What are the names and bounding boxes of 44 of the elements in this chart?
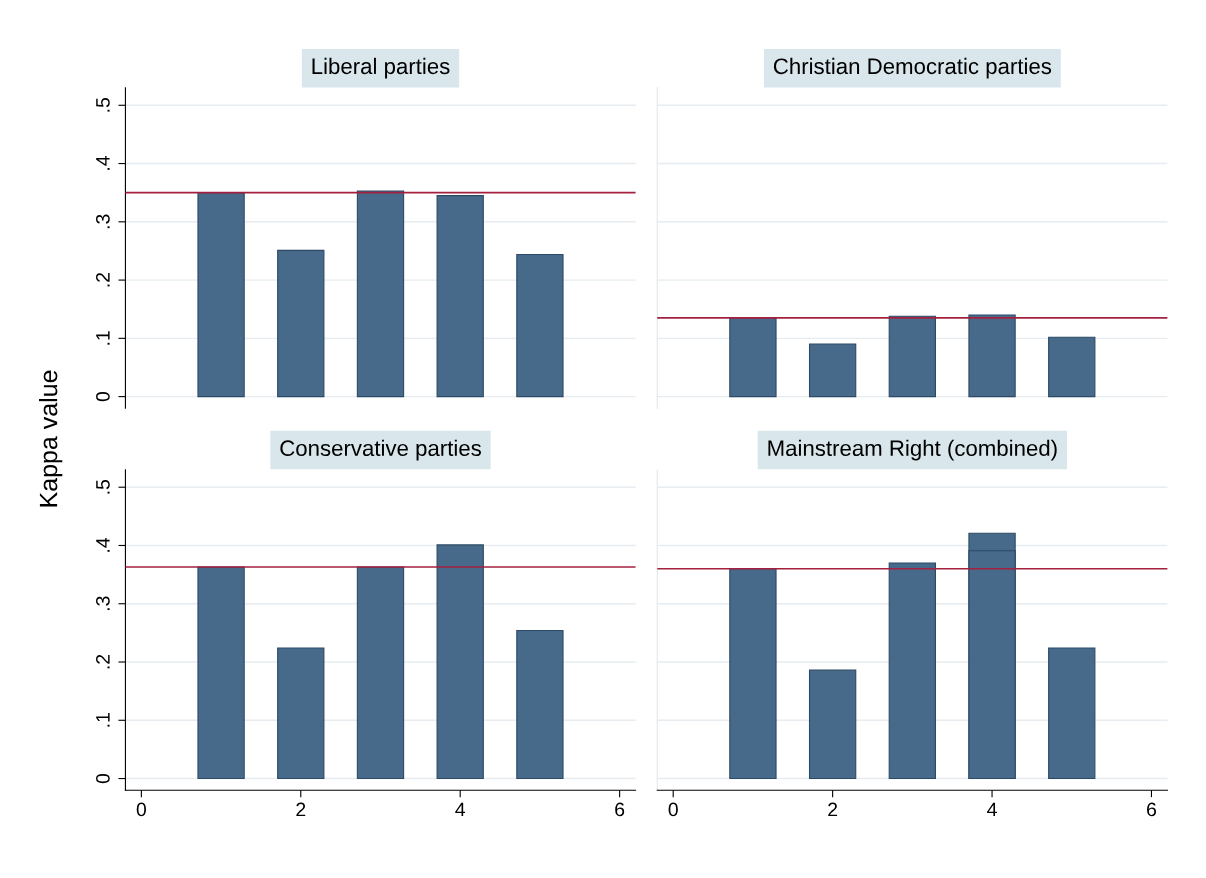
chart-title: Mainstream Right (combined)	[768, 439, 1057, 461]
bar	[968, 314, 1016, 398]
chart-title: Christian Democratic parties	[773, 57, 1052, 79]
bar	[888, 562, 937, 780]
bar	[729, 568, 777, 780]
x-tick-label: 6	[1147, 802, 1157, 817]
x-tick-label: 2	[828, 802, 838, 817]
bar	[888, 315, 937, 398]
y-tick-label: .2	[96, 654, 110, 669]
bar	[1048, 647, 1096, 780]
y-tick-label: .1	[96, 713, 110, 727]
y-tick-label: .3	[96, 596, 110, 611]
bar	[277, 647, 325, 780]
bar	[729, 317, 777, 398]
y-tick-label: .5	[96, 97, 110, 112]
bar	[356, 566, 405, 780]
y-tick-label: .2	[96, 272, 110, 287]
y-tick-label: 0	[96, 773, 110, 784]
y-tick-label: .4	[96, 156, 110, 170]
chart-title: Conservative parties	[280, 439, 481, 461]
bar	[1048, 336, 1096, 398]
bar	[197, 566, 245, 780]
x-tick-label: 0	[668, 802, 678, 817]
bar	[516, 253, 564, 398]
x-tick-label: 2	[296, 802, 306, 817]
x-tick-label: 4	[987, 802, 997, 817]
bar	[808, 343, 857, 398]
y-tick-label: .1	[96, 331, 110, 345]
bar	[436, 544, 484, 780]
bar	[356, 190, 405, 398]
x-tick-label: 0	[136, 802, 147, 817]
chart-title: Liberal parties	[312, 57, 450, 79]
y-tick-label: .4	[96, 537, 110, 552]
bar	[436, 195, 484, 398]
bar	[516, 629, 564, 780]
x-tick-label: 4	[455, 802, 466, 817]
y-axis-title: Kappa value	[39, 370, 63, 507]
y-tick-label: .3	[96, 214, 110, 229]
bar	[808, 669, 857, 780]
x-tick-label: 6	[615, 802, 625, 817]
y-tick-label: 0	[96, 391, 110, 402]
bar	[277, 249, 325, 398]
bar	[197, 192, 245, 398]
y-tick-label: .5	[96, 479, 110, 494]
